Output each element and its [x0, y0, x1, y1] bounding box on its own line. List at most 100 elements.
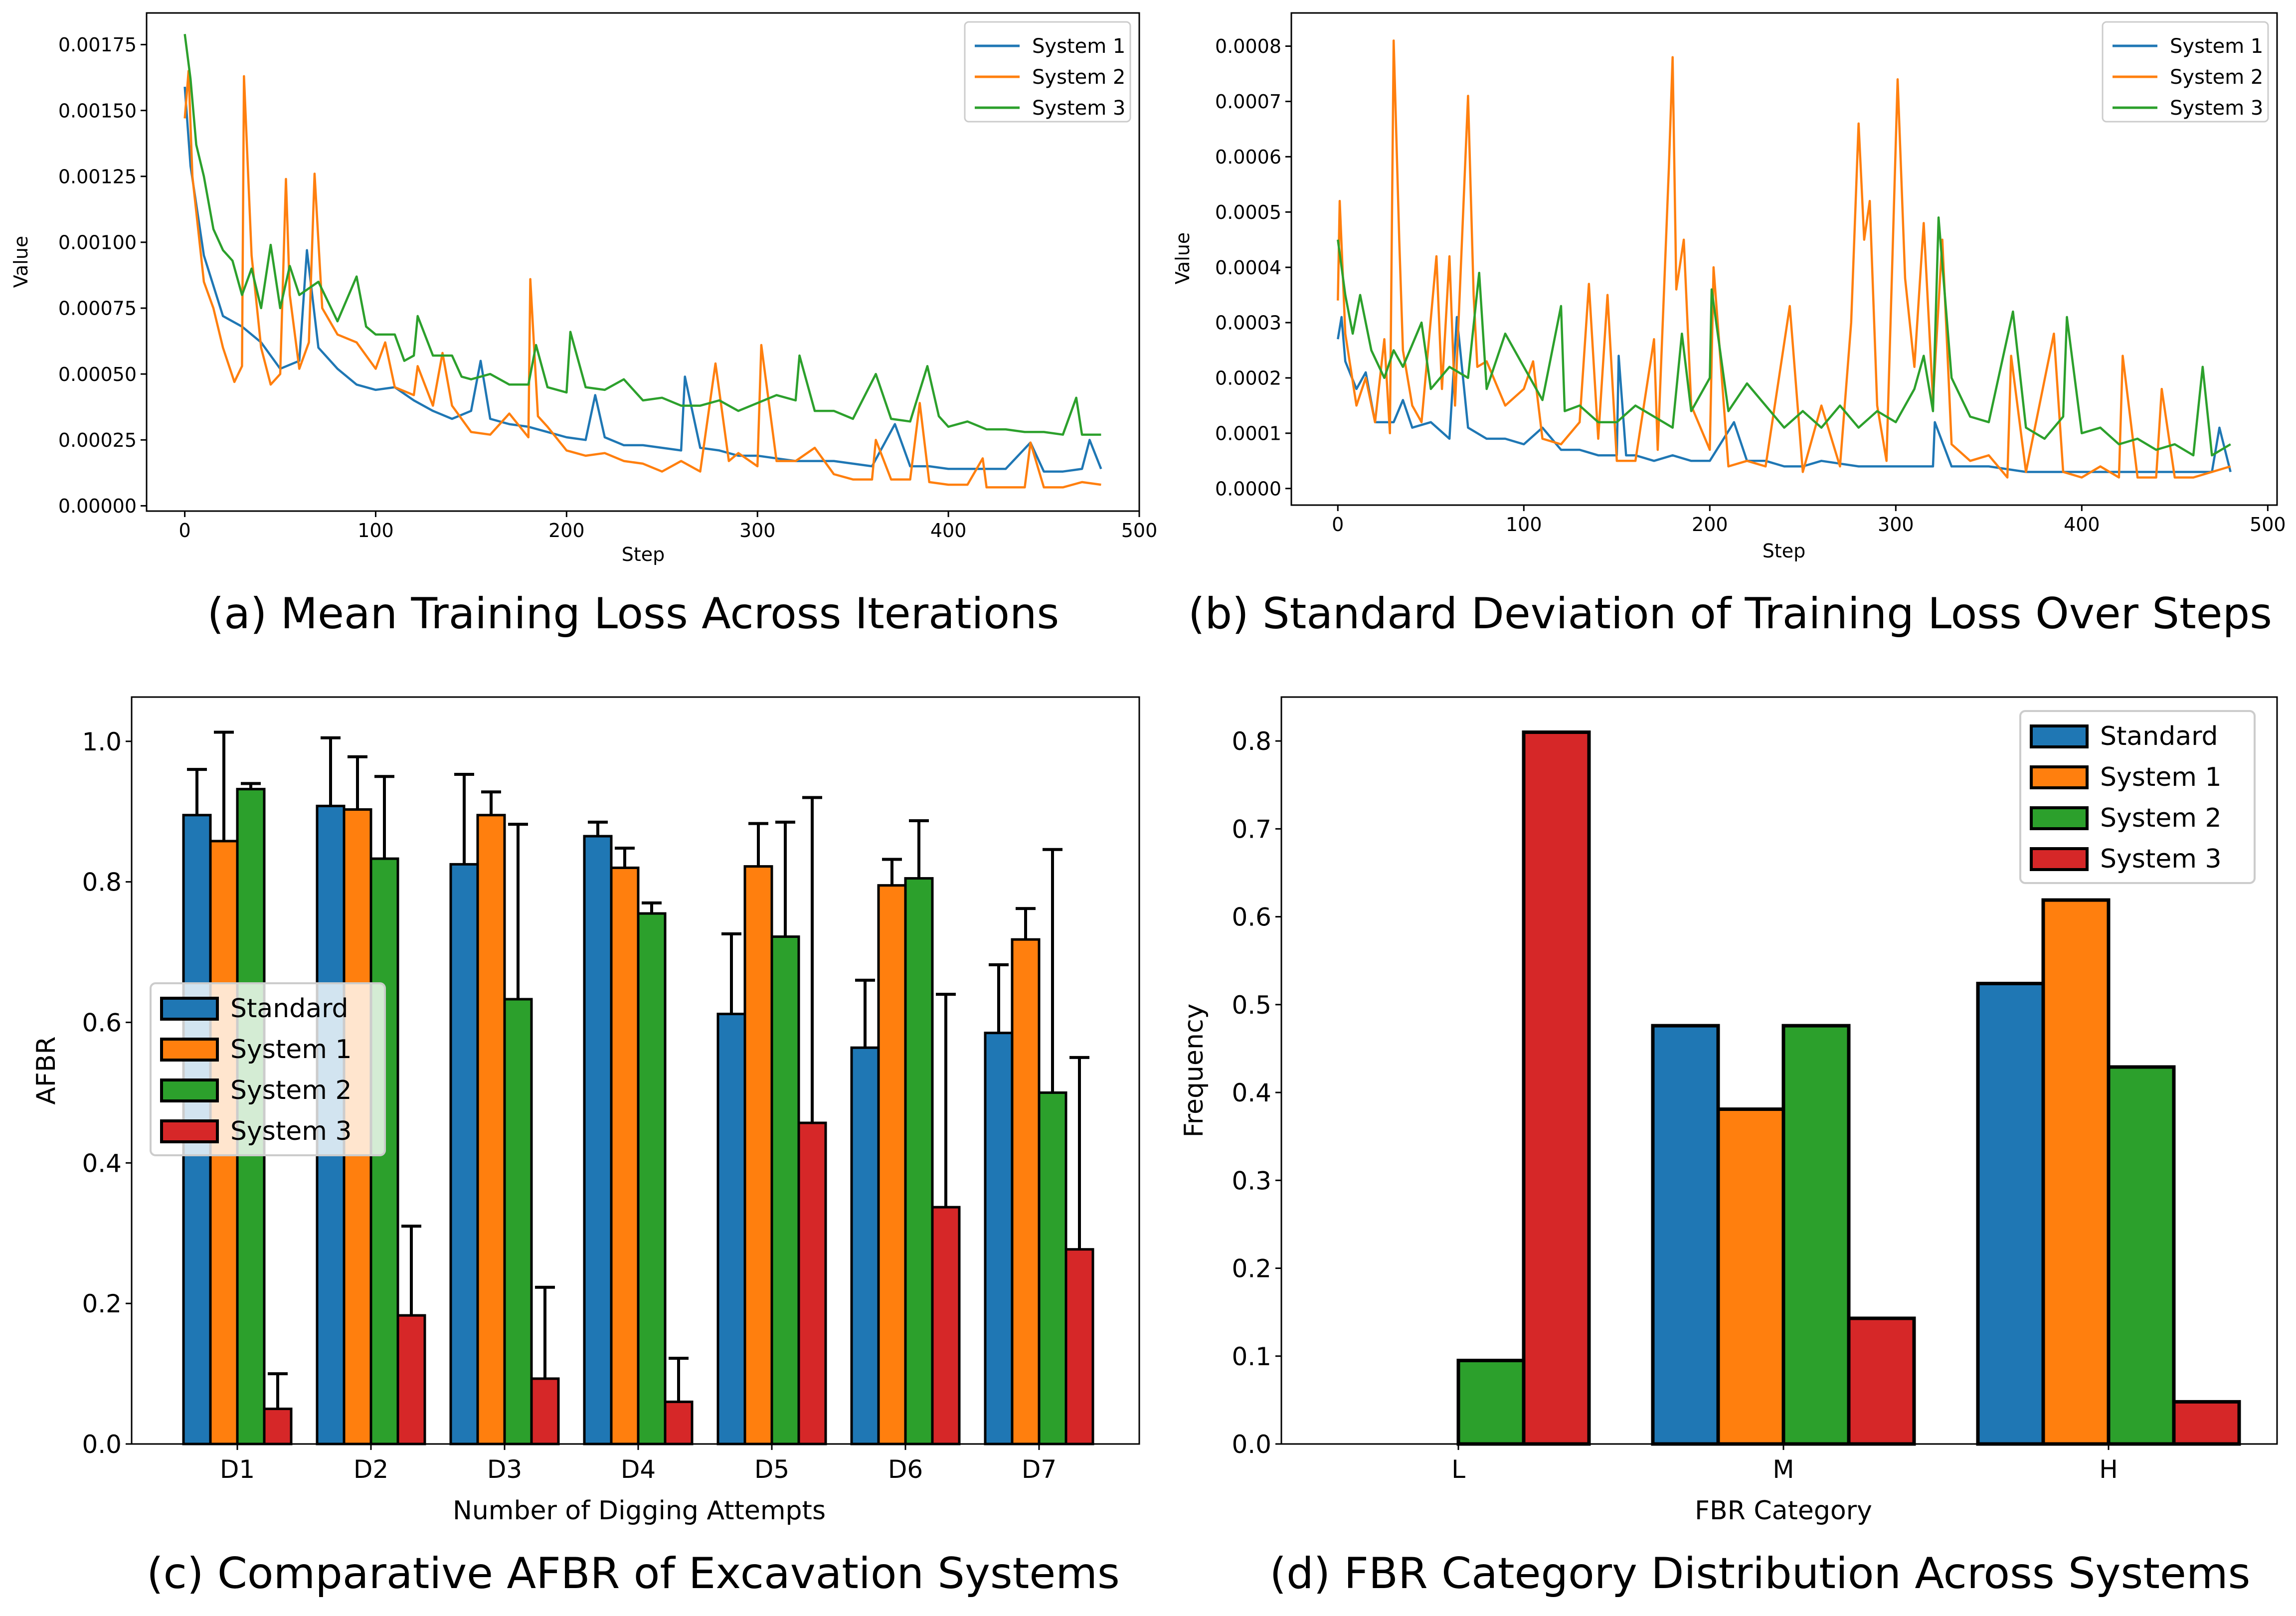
- x-tick-label: D4: [621, 1455, 656, 1484]
- x-tick-label: 100: [357, 520, 394, 541]
- x-tick-label: D3: [487, 1455, 522, 1484]
- y-tick-label: 0.00125: [58, 166, 137, 187]
- legend-swatch: [160, 1078, 219, 1102]
- y-tick-label: 0.6: [1232, 903, 1271, 932]
- x-tick-label: 200: [1692, 514, 1728, 536]
- bar: [1651, 1024, 1720, 1446]
- legend-label: System 3: [2100, 844, 2222, 874]
- plot-area: [1337, 39, 2232, 479]
- bar: [743, 865, 773, 1445]
- bar: [904, 877, 934, 1445]
- x-tick-label: M: [1772, 1455, 1794, 1484]
- series-line-2: [1337, 39, 2231, 479]
- x-tick-label: D2: [353, 1455, 388, 1484]
- x-tick-label: 400: [930, 520, 967, 541]
- y-tick-label: 0.00100: [58, 232, 137, 254]
- x-tick-label: D1: [220, 1455, 255, 1484]
- legend-label: System 2: [1032, 66, 1125, 89]
- bar: [1976, 982, 2045, 1446]
- y-tick-label: 0.4: [1232, 1078, 1271, 1107]
- panel-c: 0.0 0.2 0.4 0.6 0.8 1.0 D1 D2 D3 D4 D5 D6 D7 Standard…: [31, 696, 1140, 1599]
- plot-area: [182, 730, 1094, 1445]
- y-tick-label: 0.8: [82, 868, 122, 897]
- legend-label: System 1: [230, 1035, 352, 1065]
- x-tick-label: L: [1451, 1455, 1465, 1484]
- y-tick-label: 0.8: [1232, 727, 1271, 756]
- bar: [583, 835, 613, 1445]
- legend: System 1 System 2 System 3: [964, 21, 1131, 123]
- series-line-1: [183, 86, 1102, 473]
- legend-label: System 3: [230, 1116, 352, 1146]
- bar: [1522, 730, 1591, 1446]
- y-axis-label: AFBR: [31, 1036, 61, 1104]
- x-tick-label: 0: [1332, 514, 1344, 536]
- legend-label: System 2: [2100, 803, 2222, 833]
- bar: [877, 884, 907, 1445]
- bar: [1847, 1316, 1916, 1446]
- plot-area: [1456, 730, 2241, 1446]
- bar: [1456, 1359, 1526, 1446]
- x-tick-label: 0: [178, 520, 190, 541]
- legend-box: [2019, 710, 2256, 884]
- y-axis-label: Value: [1172, 232, 1194, 284]
- y-tick-label: 0.00000: [58, 495, 137, 517]
- y-axis-label: Frequency: [1179, 1004, 1209, 1138]
- y-tick-label: 1.0: [82, 727, 122, 756]
- y-tick-label: 0.00025: [58, 429, 137, 451]
- legend-swatch: [160, 997, 219, 1021]
- legend-swatch: [2030, 724, 2089, 748]
- y-tick-label: 0.0002: [1215, 367, 1281, 389]
- legend-label: System 1: [2100, 762, 2222, 792]
- y-tick-label: 0.0006: [1215, 146, 1281, 168]
- bar: [1716, 1107, 1785, 1446]
- bar: [984, 1032, 1014, 1445]
- legend-label: System 3: [2170, 97, 2263, 120]
- panel-d: 0.0 0.1 0.2 0.3 0.4 0.5 0.6 0.7 0.8 L M H Standard Sy…: [1179, 696, 2278, 1599]
- y-tick-label: 0.0004: [1215, 257, 1281, 279]
- bar: [1011, 938, 1041, 1445]
- y-tick-label: 0.2: [82, 1289, 122, 1318]
- legend-label: System 2: [230, 1076, 352, 1105]
- y-tick-label: 0.0: [82, 1430, 122, 1459]
- y-tick-label: 0.4: [82, 1149, 122, 1178]
- bar: [476, 814, 506, 1445]
- bar: [449, 863, 479, 1445]
- bar: [503, 998, 533, 1445]
- legend-label: Standard: [230, 994, 349, 1024]
- y-tick-label: 0.5: [1232, 991, 1271, 1020]
- y-tick-label: 0.0005: [1215, 201, 1281, 223]
- bar: [770, 935, 800, 1445]
- x-tick-label: 500: [1121, 520, 1158, 541]
- y-tick-label: 0.0: [1232, 1430, 1271, 1459]
- panel-caption: (a) Mean Training Loss Across Iterations: [207, 589, 1060, 639]
- y-tick-label: 0.0003: [1215, 312, 1281, 334]
- legend-label: System 1: [1032, 35, 1125, 58]
- x-tick-label: D5: [754, 1455, 789, 1484]
- y-tick-label: 0.1: [1232, 1342, 1271, 1371]
- bar: [637, 912, 667, 1445]
- x-tick-label: 500: [2250, 514, 2286, 536]
- bar: [931, 1206, 961, 1445]
- legend-swatch: [160, 1119, 219, 1143]
- x-tick-label: 300: [1878, 514, 1914, 536]
- bar: [850, 1046, 880, 1445]
- x-tick-label: D7: [1022, 1455, 1057, 1484]
- bar: [2172, 1400, 2241, 1446]
- y-tick-label: 0.2: [1232, 1255, 1271, 1283]
- y-tick-label: 0.3: [1232, 1166, 1271, 1195]
- panel-b: 0.0000 0.0001 0.0002 0.0003 0.0004 0.0005 0.00…: [1172, 12, 2286, 639]
- legend: System 1 System 2 System 3: [2102, 21, 2269, 123]
- x-axis-label: FBR Category: [1695, 1496, 1872, 1526]
- y-tick-label: 0.0000: [1215, 478, 1281, 500]
- panel-caption: (b) Standard Deviation of Training Loss …: [1188, 589, 2272, 639]
- x-axis-label: Number of Digging Attempts: [453, 1496, 826, 1526]
- y-tick-label: 0.0008: [1215, 35, 1281, 57]
- y-tick-label: 0.7: [1232, 815, 1271, 844]
- panel-caption: (d) FBR Category Distribution Across Sys…: [1270, 1549, 2251, 1599]
- series-line-3: [1337, 216, 2231, 457]
- series-line-3: [183, 34, 1101, 436]
- legend-label: System 2: [2170, 66, 2263, 89]
- y-tick-label: 0.0001: [1215, 423, 1281, 445]
- x-tick-label: 100: [1506, 514, 1542, 536]
- bar: [1064, 1248, 1094, 1445]
